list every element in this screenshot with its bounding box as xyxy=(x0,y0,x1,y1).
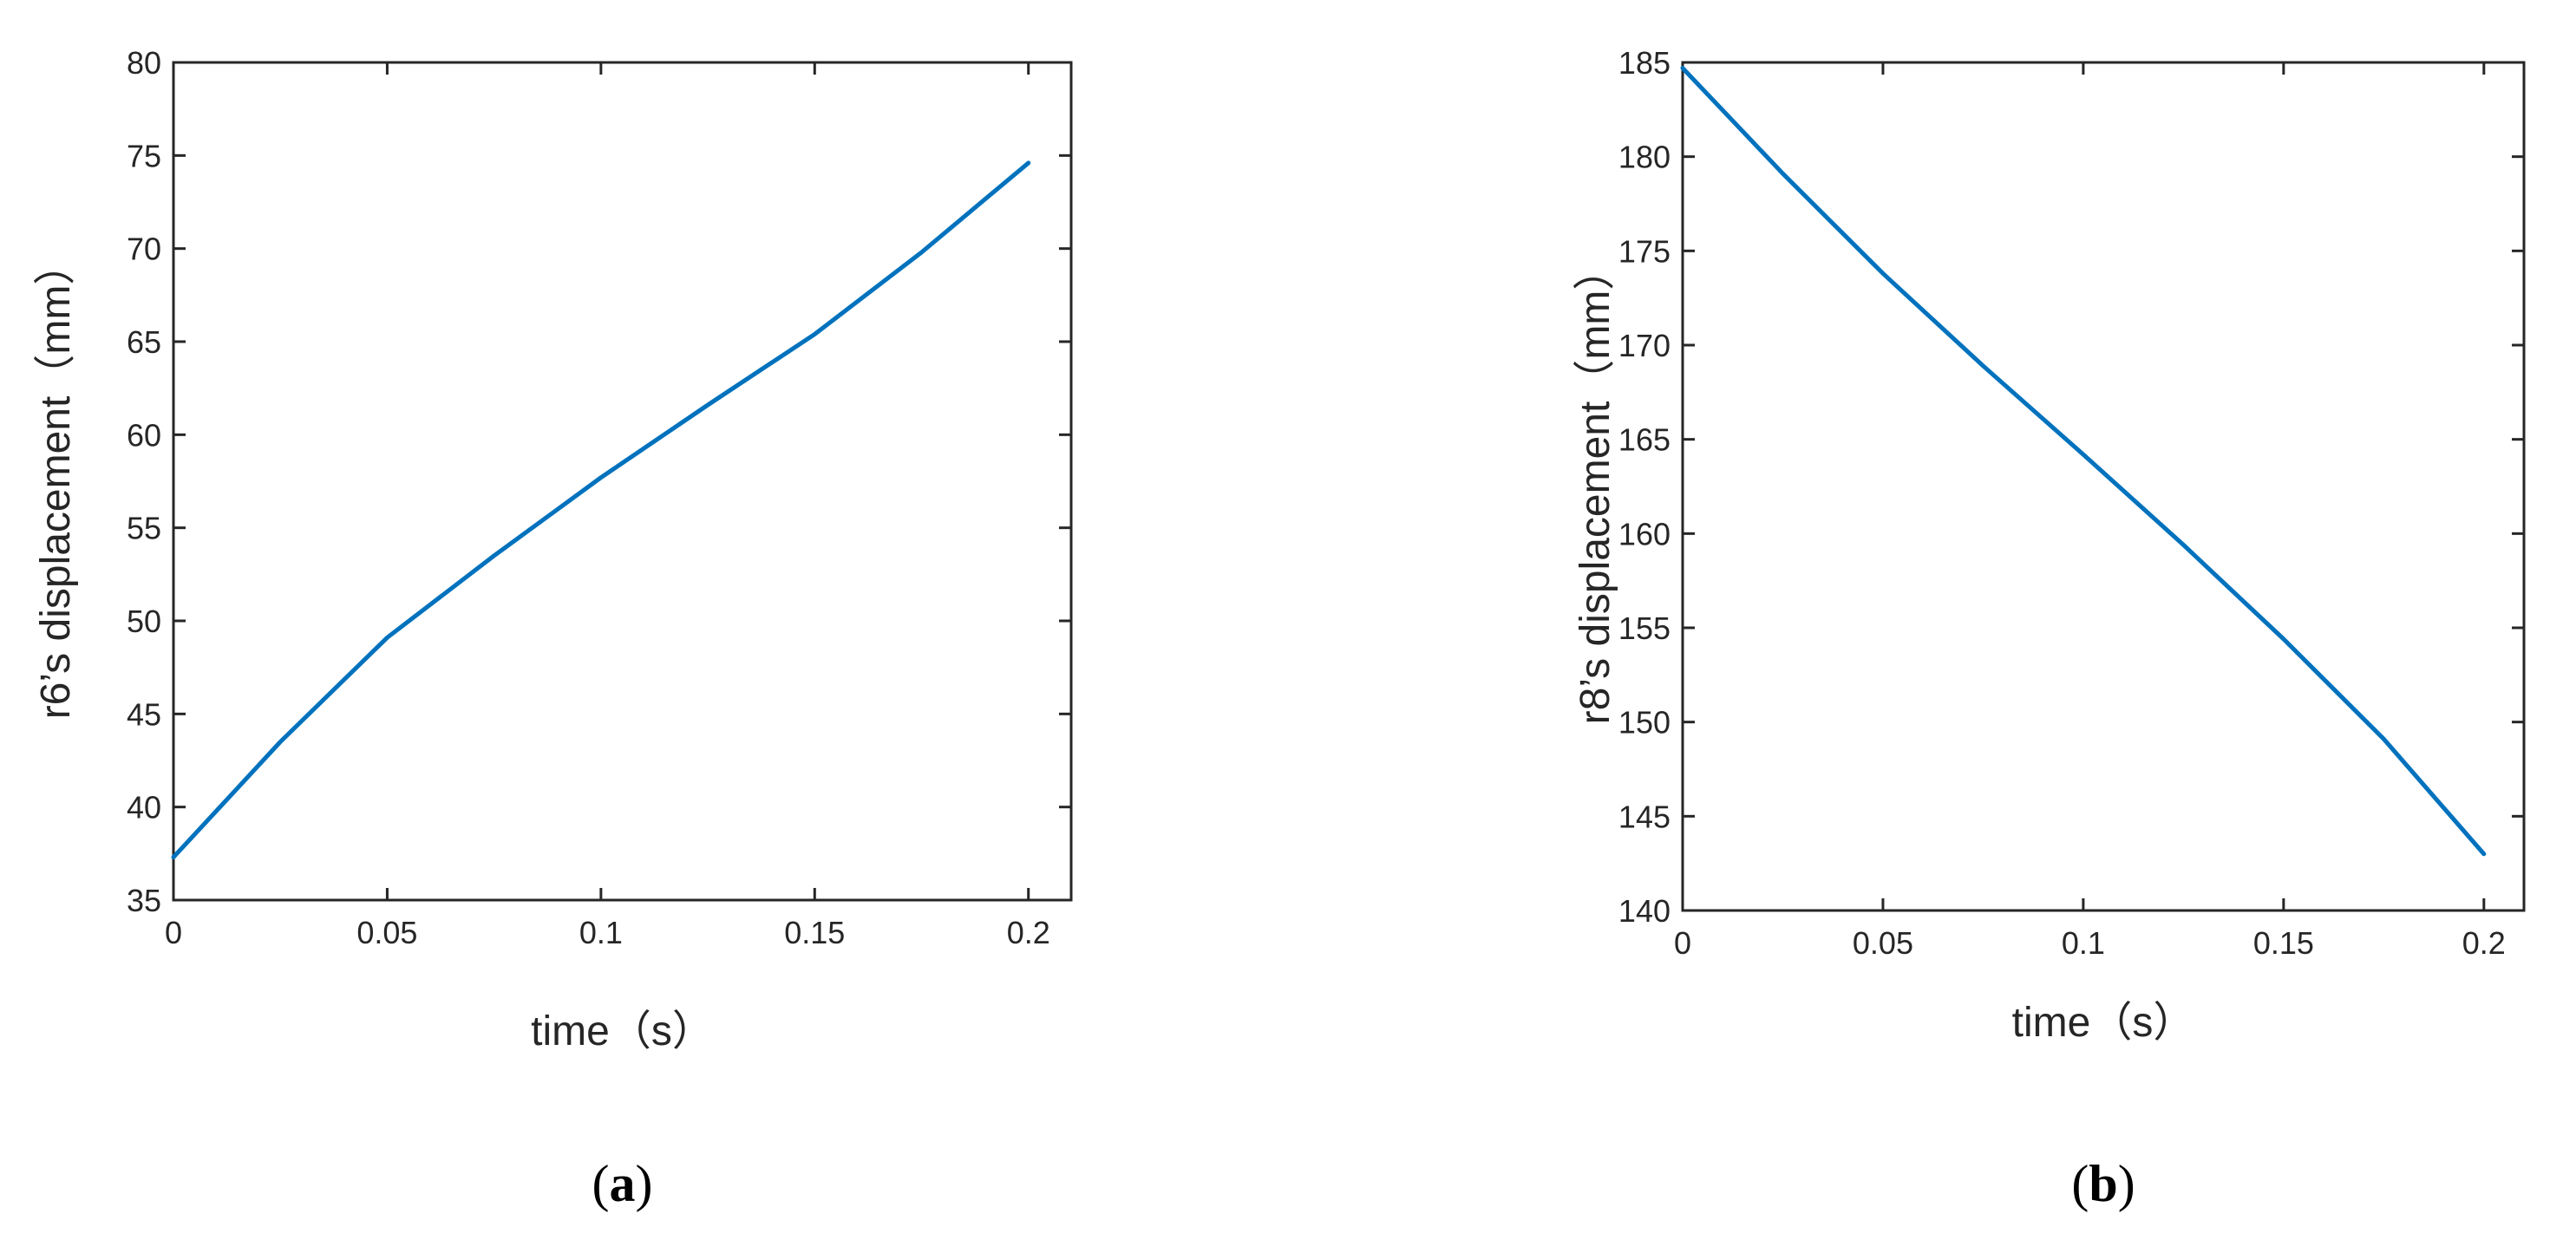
y-tick-label: 165 xyxy=(1618,422,1670,458)
y-axis-label: r8’s displacement（mm） xyxy=(1572,249,1618,725)
y-tick-label: 70 xyxy=(127,232,161,267)
y-tick-label: 175 xyxy=(1618,233,1670,269)
y-tick-label: 55 xyxy=(127,511,161,546)
y-tick-label: 45 xyxy=(127,696,161,732)
y-tick-label: 185 xyxy=(1618,45,1670,81)
x-axis-label: time（s） xyxy=(2012,1000,2195,1046)
y-tick-label: 140 xyxy=(1618,893,1670,929)
y-tick-label: 160 xyxy=(1618,516,1670,551)
panel-label-open: ( xyxy=(592,1155,610,1212)
y-tick-label: 75 xyxy=(127,138,161,173)
series-line xyxy=(1680,66,2487,857)
y-tick-label: 50 xyxy=(127,604,161,639)
panel-label-open: ( xyxy=(2071,1155,2089,1212)
chart-panel-a: 0 0.05 0.1 0.15 0.2 35 40 45 50 55 60 65 70 75 80 time（… xyxy=(33,45,1073,1212)
x-tick-label: 0 xyxy=(1674,925,1691,961)
series-line xyxy=(171,160,1031,860)
y-tick-label: 170 xyxy=(1618,328,1670,363)
x-tick-label: 0.05 xyxy=(356,915,417,950)
x-tick-label: 0.1 xyxy=(579,915,623,950)
y-tick-label: 150 xyxy=(1618,705,1670,741)
x-tick-label: 0.15 xyxy=(784,915,845,950)
y-tick-label: 145 xyxy=(1618,799,1670,834)
y-tick-label: 80 xyxy=(127,45,161,81)
x-tick-label: 0 xyxy=(165,915,182,950)
plot-area-frame xyxy=(172,61,1073,902)
x-tick-label: 0.1 xyxy=(2062,925,2105,961)
y-tick-label: 65 xyxy=(127,324,161,360)
panel-label-letter: b xyxy=(2089,1155,2117,1212)
y-tick-label: 180 xyxy=(1618,140,1670,175)
x-tick-label: 0.15 xyxy=(2253,925,2314,961)
y-tick-label: 40 xyxy=(127,790,161,826)
x-tick-label: 0.05 xyxy=(1853,925,1913,961)
x-tick-label: 0.2 xyxy=(1007,915,1050,950)
panel-label: (b) xyxy=(2071,1155,2135,1212)
chart-panel-b: 0 0.05 0.1 0.15 0.2 140 145 150 155 160 165 170 175 1… xyxy=(1572,45,2526,1212)
panel-label-letter: a xyxy=(610,1155,636,1212)
y-tick-label: 155 xyxy=(1618,610,1670,646)
y-axis-label: r6’s displacement（mm） xyxy=(33,244,79,720)
panel-label: (a) xyxy=(592,1155,653,1212)
plot-area-frame xyxy=(1681,61,2526,912)
x-tick-label: 0.2 xyxy=(2462,925,2506,961)
panel-label-close: ) xyxy=(636,1155,653,1212)
y-tick-label: 60 xyxy=(127,417,161,453)
x-axis-label: time（s） xyxy=(531,1008,714,1054)
panel-label-close: ) xyxy=(2118,1155,2135,1212)
y-tick-label: 35 xyxy=(127,883,161,918)
